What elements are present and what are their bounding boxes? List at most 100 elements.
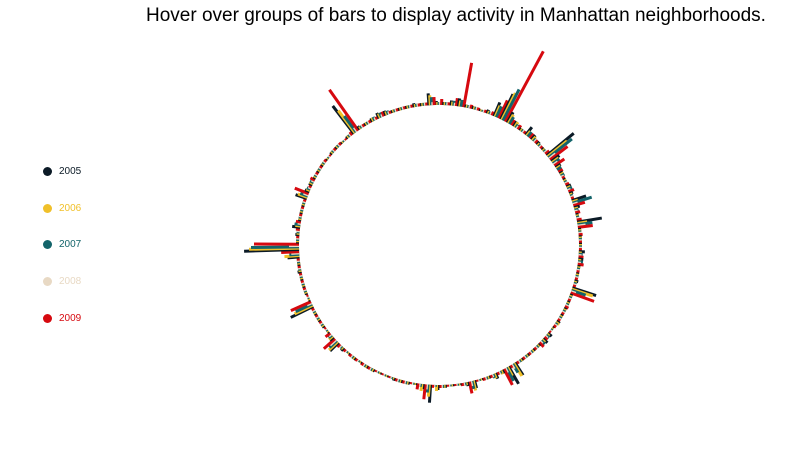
bar-group-11[interactable]: [512, 120, 523, 131]
bar-group-76[interactable]: [324, 331, 335, 342]
bar-group-109[interactable]: [363, 119, 373, 127]
bar-group-96[interactable]: [294, 186, 310, 201]
bar-group-72[interactable]: [348, 353, 357, 361]
bar-group-49[interactable]: [509, 361, 525, 377]
bar-group-108[interactable]: [356, 123, 366, 131]
bar-group-88[interactable]: [281, 250, 300, 260]
bar-group-56[interactable]: [460, 381, 470, 387]
bar-group-38[interactable]: [564, 300, 571, 310]
bar-group-105[interactable]: [340, 137, 348, 145]
bar-group-102[interactable]: [325, 153, 333, 161]
bar-group-51[interactable]: [495, 369, 506, 376]
bar-group-113[interactable]: [390, 107, 400, 114]
bar-group-10[interactable]: [505, 111, 517, 127]
bar-group-16[interactable]: [540, 146, 551, 156]
bar-group-79[interactable]: [314, 313, 322, 323]
bar-group-77[interactable]: [323, 326, 330, 334]
bar-group-55[interactable]: [467, 380, 478, 394]
bar-group-60[interactable]: [431, 384, 440, 392]
bar-group-45[interactable]: [532, 343, 542, 351]
bar-group-80[interactable]: [310, 307, 318, 316]
bar-group-36[interactable]: [570, 286, 597, 303]
bar-group-93[interactable]: [298, 212, 303, 222]
bar-group-75[interactable]: [322, 337, 340, 353]
bar-group-17[interactable]: [545, 132, 575, 161]
bar-group-103[interactable]: [329, 146, 338, 156]
bar-group-3[interactable]: [456, 62, 474, 108]
bar-group-33[interactable]: [576, 264, 581, 274]
bar-group-32[interactable]: [577, 257, 584, 267]
bar-group-14[interactable]: [530, 134, 540, 145]
bar-group-54[interactable]: [475, 377, 484, 383]
bar-group-59[interactable]: [438, 384, 447, 389]
bar-group-118[interactable]: [426, 93, 436, 106]
bar-group-25[interactable]: [573, 204, 581, 215]
bar-group-28[interactable]: [577, 227, 583, 237]
bar-group-95[interactable]: [301, 198, 307, 208]
bar-group-63[interactable]: [408, 381, 418, 386]
bar-group-83[interactable]: [302, 286, 308, 296]
bar-group-84[interactable]: [300, 279, 306, 289]
bar-group-43[interactable]: [543, 331, 553, 341]
bar-group-100[interactable]: [316, 164, 324, 174]
bar-group-85[interactable]: [298, 272, 304, 281]
bar-group-104[interactable]: [334, 141, 343, 150]
bar-group-112[interactable]: [382, 110, 393, 116]
bar-group-106[interactable]: [345, 130, 354, 140]
bar-group-116[interactable]: [412, 102, 422, 108]
bar-group-53[interactable]: [482, 375, 492, 382]
bar-group-12[interactable]: [518, 127, 528, 135]
bar-group-74[interactable]: [336, 343, 346, 352]
bar-group-20[interactable]: [558, 170, 566, 180]
bar-group-44[interactable]: [538, 337, 549, 348]
bar-group-115[interactable]: [404, 104, 414, 110]
bar-group-21[interactable]: [562, 177, 570, 187]
bar-group-15[interactable]: [535, 140, 544, 150]
bar-group-6[interactable]: [478, 108, 488, 114]
bar-group-98[interactable]: [308, 176, 316, 187]
bar-group-42[interactable]: [548, 326, 555, 334]
bar-group-1[interactable]: [442, 102, 451, 106]
bar-group-41[interactable]: [552, 319, 561, 329]
bar-group-40[interactable]: [556, 313, 564, 323]
bar-group-13[interactable]: [524, 126, 535, 140]
bar-group-92[interactable]: [291, 219, 302, 229]
bar-group-64[interactable]: [401, 380, 411, 385]
bar-group-86[interactable]: [297, 264, 302, 274]
bar-group-2[interactable]: [449, 97, 459, 107]
bar-group-29[interactable]: [578, 235, 583, 244]
bar-group-52[interactable]: [489, 372, 500, 380]
bar-group-5[interactable]: [471, 105, 481, 111]
bar-group-4[interactable]: [464, 104, 474, 110]
bar-group-50[interactable]: [502, 365, 520, 386]
bar-group-19[interactable]: [554, 162, 564, 174]
bar-group-7[interactable]: [485, 109, 495, 116]
bar-group-62[interactable]: [415, 383, 425, 392]
bar-group-47[interactable]: [521, 353, 530, 361]
bar-group-65[interactable]: [394, 377, 403, 384]
bar-group-111[interactable]: [375, 111, 386, 120]
bar-group-71[interactable]: [353, 357, 363, 364]
bar-group-66[interactable]: [387, 375, 396, 382]
bar-group-101[interactable]: [320, 158, 328, 168]
bar-group-57[interactable]: [453, 383, 462, 387]
bar-group-70[interactable]: [360, 361, 369, 369]
bar-group-23[interactable]: [568, 190, 575, 201]
bar-group-58[interactable]: [445, 384, 455, 387]
bar-group-37[interactable]: [567, 293, 574, 303]
bar-group-24[interactable]: [571, 194, 593, 208]
bar-group-30[interactable]: [578, 242, 583, 252]
bar-group-110[interactable]: [369, 115, 379, 123]
bar-group-82[interactable]: [305, 293, 311, 302]
bar-group-8[interactable]: [492, 99, 509, 120]
bar-group-39[interactable]: [560, 307, 568, 316]
bar-group-9[interactable]: [499, 50, 545, 123]
bar-group-48[interactable]: [515, 357, 525, 365]
bar-group-107[interactable]: [328, 88, 360, 135]
bar-group-90[interactable]: [295, 235, 300, 244]
bar-group-87[interactable]: [296, 257, 301, 267]
bar-group-81[interactable]: [290, 300, 314, 319]
bar-group-18[interactable]: [550, 154, 566, 168]
bar-group-99[interactable]: [312, 170, 320, 180]
bar-group-114[interactable]: [397, 105, 407, 111]
